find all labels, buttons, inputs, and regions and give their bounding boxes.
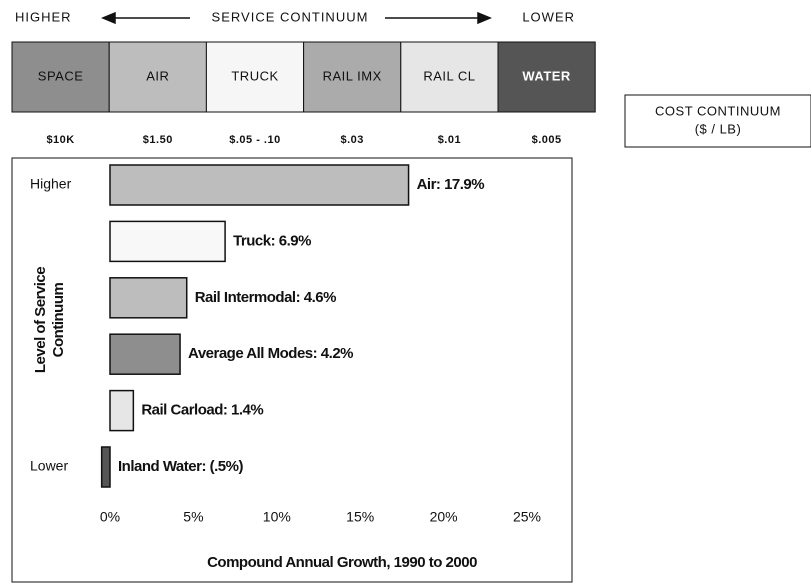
x-tick-label: 10% <box>263 509 291 525</box>
bar-label: Average All Modes: 4.2% <box>188 345 353 362</box>
service-box <box>303 41 402 113</box>
bar <box>109 277 188 319</box>
service-box-label: RAIL CL <box>423 68 475 83</box>
service-box-label: RAIL IMX <box>323 68 382 83</box>
cost-label: $.05 - .10 <box>229 134 280 146</box>
service-box-label: AIR <box>146 68 169 83</box>
bar-label: Truck: 6.9% <box>233 232 311 249</box>
bar-label: Rail Intermodal: 4.6% <box>195 289 336 306</box>
x-tick-label: 0% <box>100 509 120 525</box>
bar <box>109 389 135 432</box>
arrows <box>101 11 492 25</box>
cost-label: $.03 <box>340 134 363 146</box>
service-box-label: WATER <box>522 68 571 83</box>
x-tick-label: 5% <box>183 509 203 525</box>
service-box <box>205 41 305 113</box>
bar <box>109 164 410 206</box>
service-box <box>400 41 499 113</box>
service-box <box>497 41 596 113</box>
x-tick-label: 15% <box>346 509 374 525</box>
service-box <box>108 41 207 113</box>
y-bottom-label: Lower <box>30 458 68 474</box>
bar <box>109 333 181 375</box>
cost-label: $1.50 <box>143 134 173 146</box>
bar-label: Rail Carload: 1.4% <box>141 402 263 419</box>
x-axis-label: Compound Annual Growth, 1990 to 2000 <box>207 554 477 571</box>
cost-box-unit: ($ / LB) <box>695 121 742 136</box>
service-box-label: TRUCK <box>231 68 278 83</box>
cost-box-title: COST CONTINUUM <box>655 103 781 118</box>
x-tick-label: 20% <box>430 509 458 525</box>
header-left: HIGHER <box>15 9 72 24</box>
y-top-label: Higher <box>30 176 72 192</box>
bar <box>109 220 226 263</box>
bar <box>100 446 111 488</box>
bar-label: Inland Water: (.5%) <box>118 458 243 475</box>
header-right: LOWER <box>522 9 575 24</box>
cost-label: $.01 <box>438 134 461 146</box>
chart-frame <box>11 157 573 583</box>
cost-box <box>624 94 811 148</box>
cost-label: $10K <box>46 134 74 146</box>
y-axis-label: Level of ServiceContinuum <box>32 267 67 373</box>
x-tick-label: 25% <box>513 509 541 525</box>
header-title: SERVICE CONTINUUM <box>212 9 369 24</box>
bar-label: Air: 17.9% <box>417 176 485 193</box>
service-box-label: SPACE <box>38 68 84 83</box>
cost-label: $.005 <box>532 134 562 146</box>
